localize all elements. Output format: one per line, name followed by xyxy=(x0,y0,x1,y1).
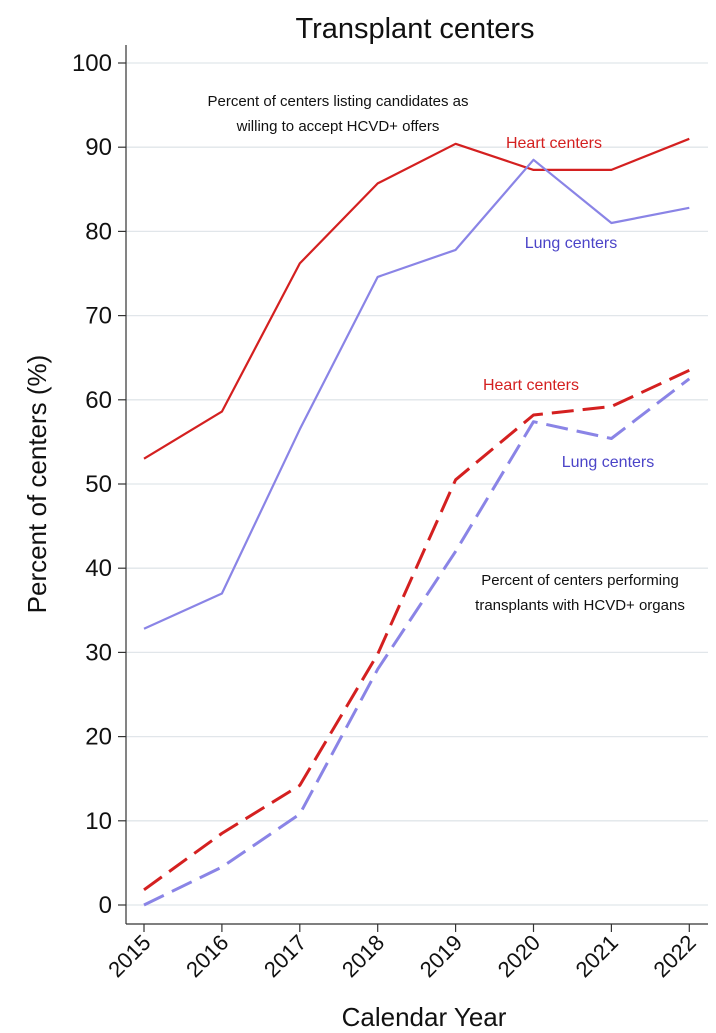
x-tick-label: 2021 xyxy=(571,930,623,982)
annotation-performing-line-2: transplants with HCVD+ organs xyxy=(475,597,685,614)
series-line-listing-heart xyxy=(143,137,690,460)
label-heart-performing: Heart centers xyxy=(483,377,579,394)
y-tick-label: 80 xyxy=(85,218,112,245)
y-tick-label: 0 xyxy=(99,892,112,919)
y-tick-label: 60 xyxy=(85,387,112,414)
x-axis-ticks: 2015 2016 2017 2018 2019 2020 2021 2022 xyxy=(103,924,701,982)
series-line-performing-lung xyxy=(143,377,691,907)
y-tick-label: 100 xyxy=(72,50,112,77)
chart-title: Transplant centers xyxy=(295,13,534,45)
y-axis-ticks: 0 10 20 30 40 50 60 70 80 90 100 xyxy=(72,50,126,919)
label-heart-listing: Heart centers xyxy=(506,135,602,152)
y-tick-label: 50 xyxy=(85,471,112,498)
x-tick-label: 2016 xyxy=(181,930,233,982)
series-lines xyxy=(143,137,691,907)
x-tick-label: 2018 xyxy=(337,930,389,982)
x-axis-title: Calendar Year xyxy=(342,1002,507,1032)
y-tick-label: 40 xyxy=(85,555,112,582)
annotation-listing-line-2: willing to accept HCVD+ offers xyxy=(236,118,440,135)
y-tick-label: 30 xyxy=(85,639,112,666)
series-line-listing-lung xyxy=(143,158,690,630)
gridlines xyxy=(126,62,708,906)
x-tick-label: 2017 xyxy=(259,930,311,982)
x-tick-label: 2019 xyxy=(415,930,467,982)
y-tick-label: 90 xyxy=(85,134,112,161)
y-tick-label: 20 xyxy=(85,724,112,751)
y-tick-label: 70 xyxy=(85,303,112,330)
x-tick-label: 2015 xyxy=(103,930,155,982)
annotation-performing-line-1: Percent of centers performing xyxy=(481,572,679,589)
series-line-performing-heart xyxy=(143,368,690,892)
label-lung-listing: Lung centers xyxy=(525,235,618,252)
x-tick-label: 2020 xyxy=(493,930,545,982)
annotation-listing-line-1: Percent of centers listing candidates as xyxy=(208,93,469,110)
label-lung-performing: Lung centers xyxy=(562,454,655,471)
y-axis-title: Percent of centers (%) xyxy=(22,355,52,614)
y-tick-label: 10 xyxy=(85,808,112,835)
x-tick-label: 2022 xyxy=(649,930,701,982)
